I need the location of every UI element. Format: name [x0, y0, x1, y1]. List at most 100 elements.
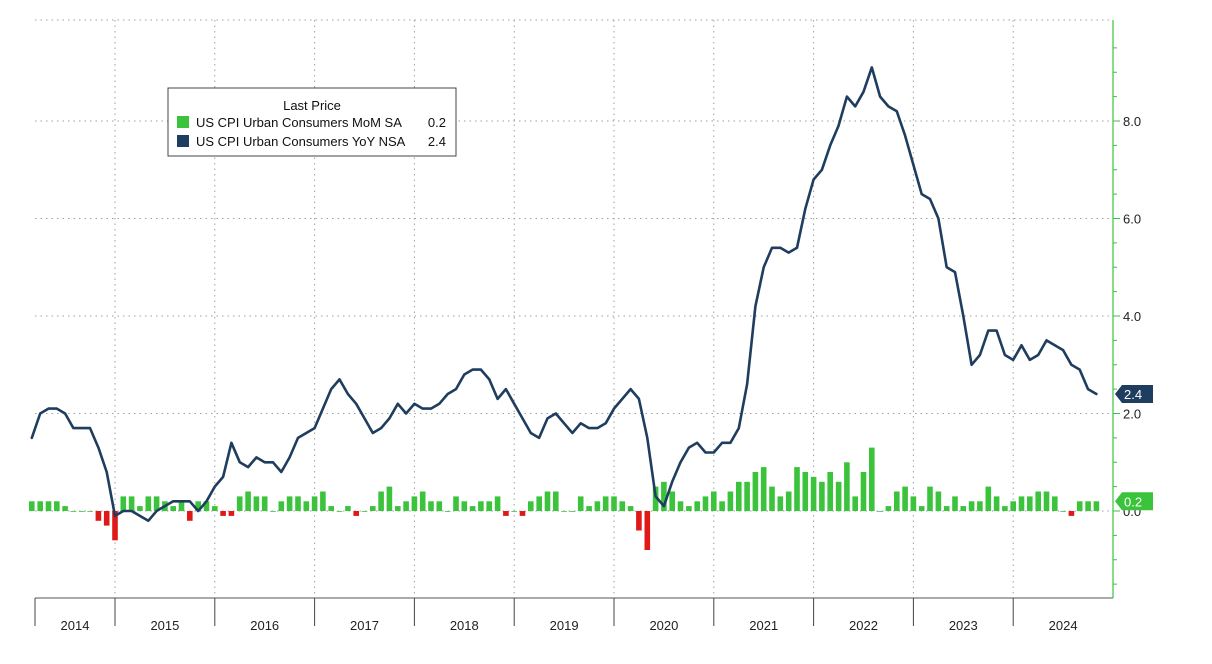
y-axis: 0.02.04.06.08.0 — [1112, 20, 1141, 598]
mom-bar — [835, 481, 842, 512]
legend-swatch-mom — [177, 116, 189, 128]
mom-bar — [1060, 511, 1066, 512]
legend: Last Price US CPI Urban Consumers MoM SA… — [167, 87, 457, 157]
mom-bar — [960, 506, 967, 511]
mom-bar — [112, 511, 118, 541]
x-year-label: 2017 — [350, 618, 379, 633]
mom-bar — [70, 511, 77, 512]
mom-bar — [153, 496, 160, 511]
mom-bar — [885, 506, 892, 511]
mom-bar — [419, 491, 426, 511]
mom-bar — [744, 481, 750, 512]
mom-bar — [320, 491, 326, 511]
mom-bar — [1018, 496, 1025, 511]
mom-bar — [736, 481, 742, 512]
mom-bar — [286, 496, 293, 511]
mom-bar — [253, 496, 260, 511]
mom-bar — [1043, 491, 1050, 511]
mom-bar — [760, 467, 767, 511]
mom-bar — [577, 496, 584, 511]
mom-bar — [87, 511, 93, 512]
mom-bar — [702, 496, 709, 511]
yoy-line-group — [30, 66, 1098, 523]
mom-bar — [403, 501, 409, 512]
legend-title: Last Price — [283, 98, 341, 113]
x-year-label: 2020 — [649, 618, 678, 633]
mom-bar — [486, 501, 492, 512]
legend-label-yoy: US CPI Urban Consumers YoY NSA — [196, 134, 406, 149]
mom-bar — [727, 491, 734, 511]
legend-label-mom: US CPI Urban Consumers MoM SA — [196, 115, 402, 130]
mom-bar — [627, 506, 634, 511]
mom-bar — [411, 496, 418, 511]
mom-bar — [469, 506, 476, 511]
mom-bar — [711, 491, 717, 511]
y-tick-label: 4.0 — [1123, 309, 1141, 324]
mom-bar — [444, 511, 451, 512]
mom-bar — [378, 491, 384, 511]
mom-bar — [311, 496, 318, 511]
mom-bar — [361, 511, 368, 512]
mom-bar — [819, 481, 825, 512]
mom-bar — [1010, 501, 1016, 512]
legend-swatch-yoy — [177, 135, 189, 147]
mom-bar — [353, 511, 359, 516]
x-year-label: 2023 — [949, 618, 978, 633]
mom-bar — [677, 501, 684, 512]
last-value-badges: 2.4 0.2 — [1115, 385, 1153, 511]
mom-bar — [1035, 491, 1041, 511]
mom-last-badge-shape — [1115, 492, 1153, 511]
mom-bar — [261, 496, 268, 511]
mom-bar — [187, 511, 193, 521]
mom-bar — [137, 506, 143, 511]
mom-bar — [536, 496, 542, 511]
mom-bar — [220, 511, 226, 516]
mom-bar — [120, 496, 127, 511]
mom-bar — [295, 496, 301, 511]
mom-bar — [195, 501, 201, 512]
y-tick-label: 6.0 — [1123, 212, 1141, 227]
mom-bar — [494, 496, 501, 511]
mom-bar — [869, 447, 875, 511]
mom-bar — [894, 491, 900, 511]
mom-bar — [95, 511, 102, 521]
mom-bar — [619, 501, 626, 512]
mom-bar — [636, 511, 642, 531]
mom-bar — [128, 496, 135, 511]
mom-bar — [228, 511, 235, 516]
mom-bar — [270, 511, 276, 512]
mom-bar — [652, 486, 659, 511]
mom-bar — [586, 506, 592, 511]
mom-bar — [827, 472, 833, 511]
mom-bar — [436, 501, 443, 512]
mom-bar — [395, 506, 401, 511]
mom-last-badge-text: 0.2 — [1124, 494, 1142, 509]
legend-value-mom: 0.2 — [428, 115, 446, 130]
mom-bar — [212, 506, 218, 511]
mom-bar — [103, 511, 110, 526]
mom-bar — [993, 496, 1000, 511]
mom-bar — [45, 501, 52, 512]
x-year-label: 2018 — [450, 618, 479, 633]
mom-bar — [345, 506, 351, 511]
mom-bar — [910, 496, 917, 511]
mom-bar — [245, 491, 251, 511]
legend-box — [167, 87, 457, 157]
mom-bar — [977, 501, 983, 512]
mom-bar — [1093, 501, 1100, 512]
mom-last-badge: 0.2 — [1115, 492, 1153, 511]
mom-bar — [644, 511, 651, 550]
mom-bar — [236, 496, 243, 511]
legend-value-yoy: 2.4 — [428, 134, 446, 149]
mom-bar — [752, 472, 759, 511]
x-year-label: 2014 — [61, 618, 90, 633]
mom-bar — [935, 491, 942, 511]
mom-bar — [918, 506, 925, 511]
x-year-label: 2021 — [749, 618, 778, 633]
mom-bar — [802, 472, 809, 511]
mom-bar — [794, 467, 800, 511]
mom-bar — [62, 506, 68, 511]
mom-bar — [719, 501, 725, 512]
